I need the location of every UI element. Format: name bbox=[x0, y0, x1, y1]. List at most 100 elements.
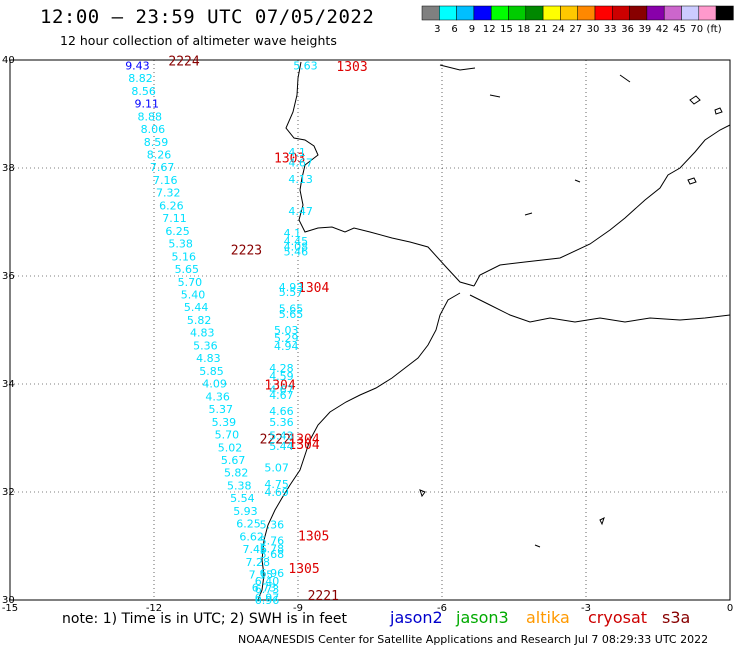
swh-value: 4.08 bbox=[284, 240, 309, 253]
legend-swatch bbox=[473, 5, 492, 21]
swh-value: 4.1 bbox=[288, 146, 306, 159]
lat-tick-label: 32 bbox=[2, 487, 15, 498]
legend-label: 30 bbox=[587, 24, 600, 35]
legend-swatch bbox=[439, 5, 457, 21]
legend-label: 12 bbox=[483, 24, 496, 35]
lat-tick-label: 36 bbox=[2, 271, 15, 282]
legend-label: 45 bbox=[673, 24, 686, 35]
legend-swatch bbox=[560, 5, 578, 21]
swh-value: 5.29 bbox=[274, 332, 299, 345]
swh-value: 5.46 bbox=[284, 246, 309, 259]
swh-value: 4.93 bbox=[279, 281, 304, 294]
swh-value: 5.67 bbox=[221, 454, 246, 467]
pass-time-label: 1304 bbox=[288, 432, 319, 447]
legend-swatch bbox=[663, 5, 682, 21]
legend-label: 3 bbox=[434, 24, 440, 35]
swh-value: 5.85 bbox=[199, 365, 224, 378]
swh-track-east: 5.634.14.674.134.474.14.454.085.464.935.… bbox=[255, 59, 318, 604]
swh-value: 5.38 bbox=[168, 238, 193, 251]
swh-value: 8.06 bbox=[141, 123, 166, 136]
legend-swatch bbox=[490, 5, 509, 21]
swh-value: 5.63 bbox=[293, 59, 318, 72]
legend-label: 21 bbox=[535, 24, 548, 35]
swh-value: 5.65 bbox=[279, 302, 304, 315]
swh-value: 5.36 bbox=[193, 339, 218, 352]
swh-value: 4.36 bbox=[205, 390, 230, 403]
swh-value: 6.97 bbox=[255, 591, 279, 604]
swh-value: 8.82 bbox=[128, 72, 153, 85]
swh-value: 4.83 bbox=[190, 327, 215, 340]
swh-value: 5.65 bbox=[279, 308, 304, 321]
swh-value: 4.45 bbox=[284, 235, 309, 248]
map-subtitle: 12 hour collection of altimeter wave hei… bbox=[60, 33, 337, 48]
coastline bbox=[257, 61, 731, 601]
legend-label: 39 bbox=[639, 24, 652, 35]
swh-value: 4.59 bbox=[269, 370, 294, 383]
swh-value: 5.40 bbox=[181, 289, 206, 302]
pass-time-label: 1304 bbox=[288, 438, 319, 453]
swh-value: 4.67 bbox=[269, 383, 294, 396]
map-title: 12:00 – 23:59 UTC 07/05/2022 bbox=[40, 6, 375, 28]
pass-time-label: 2224 bbox=[168, 54, 199, 69]
legend-swatch bbox=[421, 5, 440, 21]
swh-value: 5.37 bbox=[209, 403, 234, 416]
swh-value: 5.44 bbox=[269, 440, 294, 453]
swh-value: 6.40 bbox=[255, 575, 279, 588]
map-frame bbox=[9, 59, 731, 601]
swh-value: 9.11 bbox=[134, 98, 159, 111]
swh-value: 6.73 bbox=[252, 581, 277, 594]
swh-value: 5.65 bbox=[175, 263, 200, 276]
swh-value: 9.43 bbox=[125, 59, 150, 72]
swh-value: 7.15 bbox=[249, 569, 274, 582]
swh-value: 8.88 bbox=[138, 110, 163, 123]
legend-label: 6 bbox=[451, 24, 457, 35]
lat-tick-label: 30 bbox=[2, 595, 15, 606]
swh-value: 8.59 bbox=[144, 136, 169, 149]
legend-swatch bbox=[525, 5, 544, 21]
swh-value: 5.38 bbox=[227, 479, 252, 492]
swh-value: 6.73 bbox=[255, 583, 279, 596]
footnote: note: 1) Time is in UTC; 2) SWH is in fe… bbox=[62, 611, 348, 627]
lon-tick-label: -12 bbox=[146, 603, 162, 614]
pass-time-label: 1304 bbox=[264, 378, 295, 393]
swh-value: 7.16 bbox=[153, 174, 178, 187]
swh-value: 4.67 bbox=[269, 389, 294, 402]
legend-label: 42 bbox=[656, 24, 669, 35]
swh-value: 4.13 bbox=[288, 173, 313, 186]
axis-labels: -15 -12 -9 -6 -3 0 40 38 36 34 32 30 bbox=[2, 55, 733, 614]
legend-swatch bbox=[508, 5, 527, 21]
legend-swatch bbox=[715, 5, 734, 21]
pass-time-label: 1303 bbox=[274, 152, 305, 167]
pass-time-label: 2221 bbox=[308, 589, 339, 604]
swh-value: 4.09 bbox=[202, 378, 227, 391]
pass-time-label: 1303 bbox=[336, 60, 367, 75]
track-labels: 2224222322222221130313031304130413041304… bbox=[168, 54, 367, 604]
lat-tick-label: 34 bbox=[2, 379, 15, 390]
pass-time-label: 2222 bbox=[260, 432, 291, 447]
swh-value: 4.67 bbox=[288, 157, 313, 170]
swh-value: 7.28 bbox=[246, 556, 270, 569]
pass-time-label: 2223 bbox=[231, 243, 262, 258]
grid-lines bbox=[10, 60, 730, 600]
swh-value: 5.93 bbox=[233, 505, 258, 518]
pass-time-label: 1305 bbox=[288, 562, 319, 577]
swh-value: 4.94 bbox=[274, 340, 299, 353]
swh-value: 5.07 bbox=[264, 462, 289, 475]
credit-line: NOAA/NESDIS Center for Satellite Applica… bbox=[238, 633, 709, 646]
swh-track-west: 9.438.828.569.118.888.068.598.267.677.16… bbox=[125, 59, 279, 607]
legend-label: 27 bbox=[569, 24, 582, 35]
swh-value: 4.1 bbox=[284, 227, 302, 240]
legend-label: 70 bbox=[690, 24, 703, 35]
swh-value: 5.43 bbox=[269, 429, 294, 442]
legend-label: 15 bbox=[500, 24, 513, 35]
swh-value: 4.66 bbox=[269, 405, 294, 418]
swh-value: 5.36 bbox=[260, 518, 285, 531]
legend-label: 18 bbox=[517, 24, 530, 35]
swh-value: 4.69 bbox=[264, 486, 289, 499]
satellite-jason2: jason2 bbox=[390, 608, 443, 627]
lon-tick-label: -9 bbox=[293, 603, 303, 614]
legend-swatch bbox=[594, 5, 613, 21]
lat-tick-label: 38 bbox=[2, 163, 15, 174]
legend-swatch bbox=[577, 5, 596, 21]
